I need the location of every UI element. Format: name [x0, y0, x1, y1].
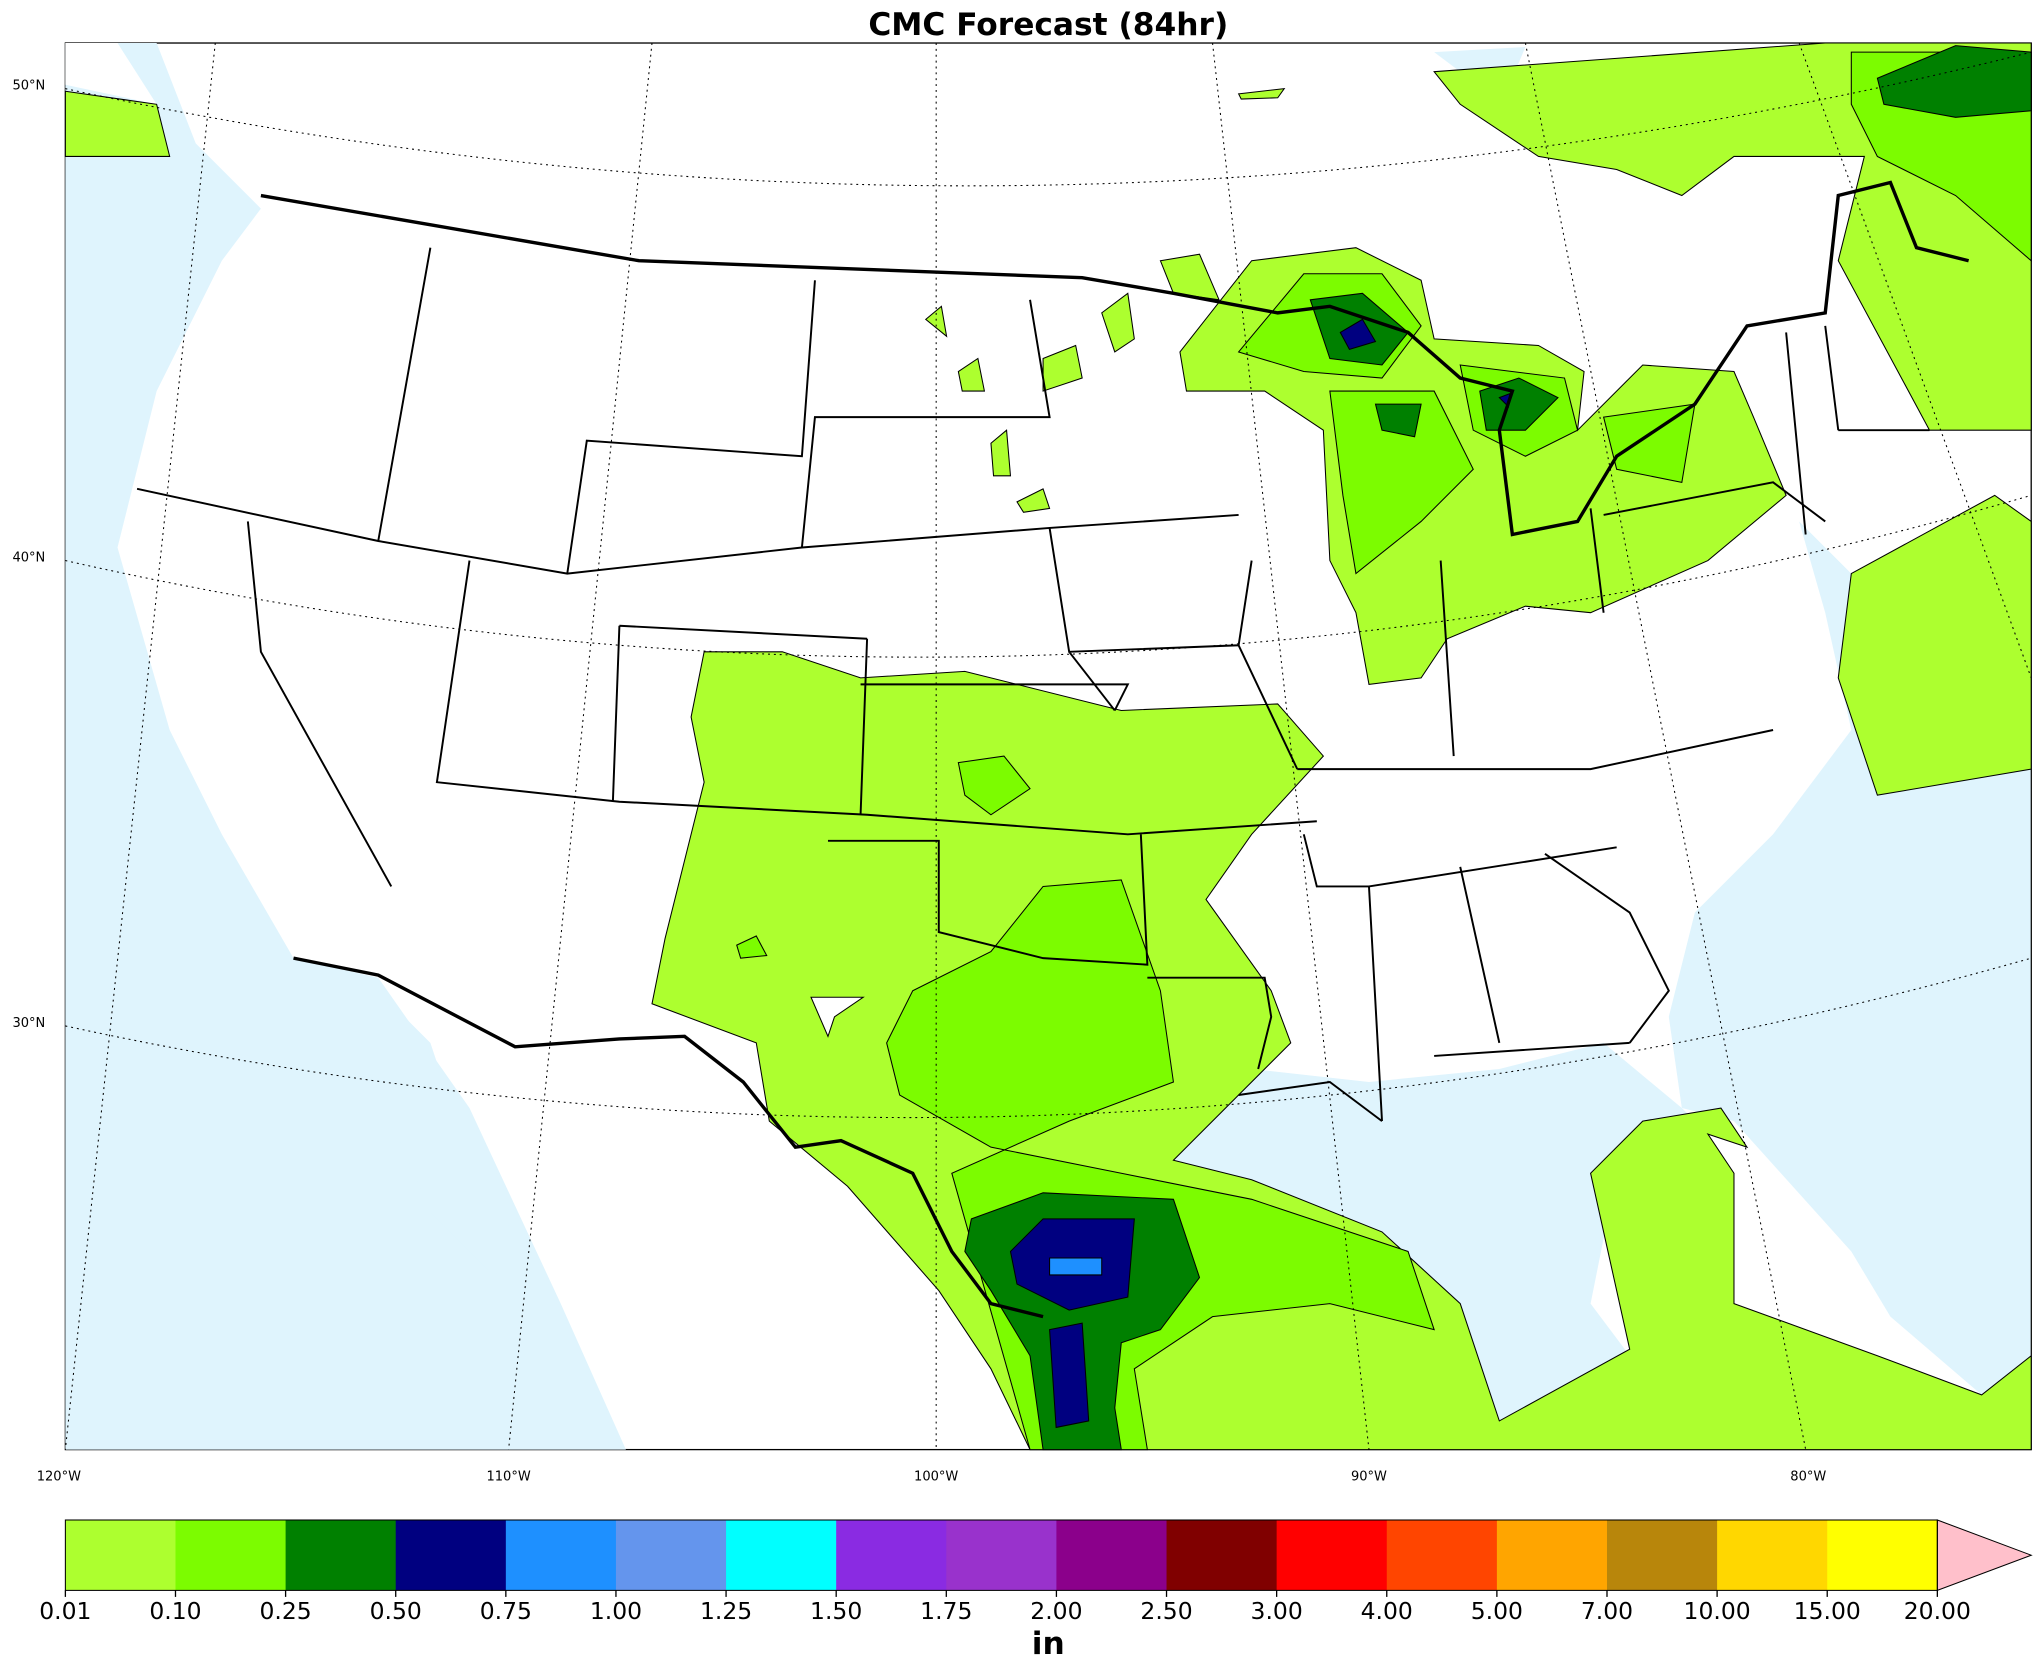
colorbar-label: 15.00 — [1794, 1597, 1861, 1625]
colorbar-segment — [175, 1519, 287, 1591]
colorbar-label: 1.25 — [700, 1597, 752, 1625]
lon-label: 100°W — [914, 1469, 958, 1484]
lat-labels: 50°N 40°N 30°N — [12, 79, 45, 1031]
colorbar-label: 5.00 — [1471, 1597, 1523, 1625]
lat-label: 30°N — [12, 1016, 45, 1031]
colorbar-label: 0.75 — [480, 1597, 532, 1625]
lon-label: 80°W — [1790, 1469, 1826, 1484]
colorbar-label: 1.50 — [810, 1597, 862, 1625]
colorbar-segment — [65, 1519, 177, 1591]
colorbar-segment — [1386, 1519, 1498, 1591]
colorbar-segment — [1056, 1519, 1168, 1591]
colorbar-label: 0.25 — [259, 1597, 311, 1625]
colorbar-frame — [64, 1519, 1938, 1591]
lon-labels: 120°W 110°W 100°W 90°W 80°W — [37, 1469, 1827, 1484]
map-area — [64, 42, 2032, 1451]
colorbar-extension — [1936, 1519, 2033, 1592]
colorbar-label: 1.00 — [590, 1597, 642, 1625]
lon-label: 90°W — [1351, 1469, 1387, 1484]
colorbar-label: 0.50 — [370, 1597, 422, 1625]
colorbar-segment — [1166, 1519, 1278, 1591]
colorbar-segment — [1276, 1519, 1388, 1591]
colorbar-segment — [1827, 1519, 1938, 1591]
title: CMC Forecast (84hr) — [868, 7, 1228, 43]
colorbar-label: 7.00 — [1581, 1597, 1633, 1625]
colorbar-label: 3.00 — [1251, 1597, 1303, 1625]
colorbar-label: 20.00 — [1904, 1597, 1971, 1625]
lat-label: 40°N — [12, 550, 45, 565]
colorbar-label: 4.00 — [1361, 1597, 1413, 1625]
colorbar-segment — [505, 1519, 617, 1591]
colorbar-segment — [946, 1519, 1058, 1591]
colorbar-label: 2.50 — [1140, 1597, 1192, 1625]
colorbar-label: 2.00 — [1030, 1597, 1082, 1625]
colorbar-segment — [726, 1519, 837, 1591]
colorbar-segment — [615, 1519, 727, 1591]
colorbar-segment — [1496, 1519, 1608, 1591]
colorbar-segment — [395, 1519, 507, 1591]
colorbar-label: 0.01 — [39, 1597, 91, 1625]
colorbar-label: 10.00 — [1684, 1597, 1751, 1625]
colorbar-segment — [1717, 1519, 1828, 1591]
colorbar-label: 1.75 — [920, 1597, 972, 1625]
lon-label: 120°W — [37, 1469, 81, 1484]
colorbar-segment — [1606, 1519, 1718, 1591]
colorbar-segment — [285, 1519, 397, 1591]
lon-label: 110°W — [486, 1469, 530, 1484]
colorbar: 0.01 0.10 0.25 0.50 0.75 1.00 1.25 1.50 1.75 2.00… — [39, 1519, 2033, 1625]
colorbar-label: 0.10 — [149, 1597, 201, 1625]
colorbar-segment — [836, 1519, 947, 1591]
lat-label: 50°N — [12, 79, 45, 94]
colorbar-unit: in — [1032, 1626, 1065, 1662]
